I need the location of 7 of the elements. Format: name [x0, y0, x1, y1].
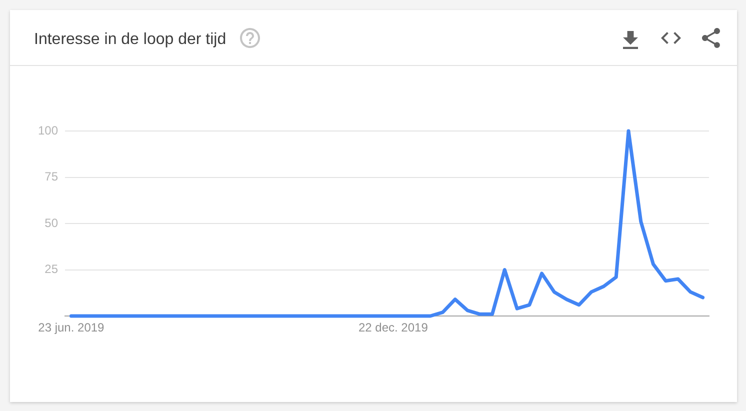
x-tick-label: 23 jun. 2019 [38, 320, 105, 335]
y-tick-label: 100 [38, 123, 58, 138]
y-tick-label: 75 [44, 170, 58, 184]
y-tick-label: 50 [44, 216, 58, 230]
x-tick-label: 22 dec. 2019 [358, 320, 428, 335]
y-tick-label: 25 [44, 262, 58, 276]
chart-title: Interesse in de loop der tijd [34, 30, 226, 50]
